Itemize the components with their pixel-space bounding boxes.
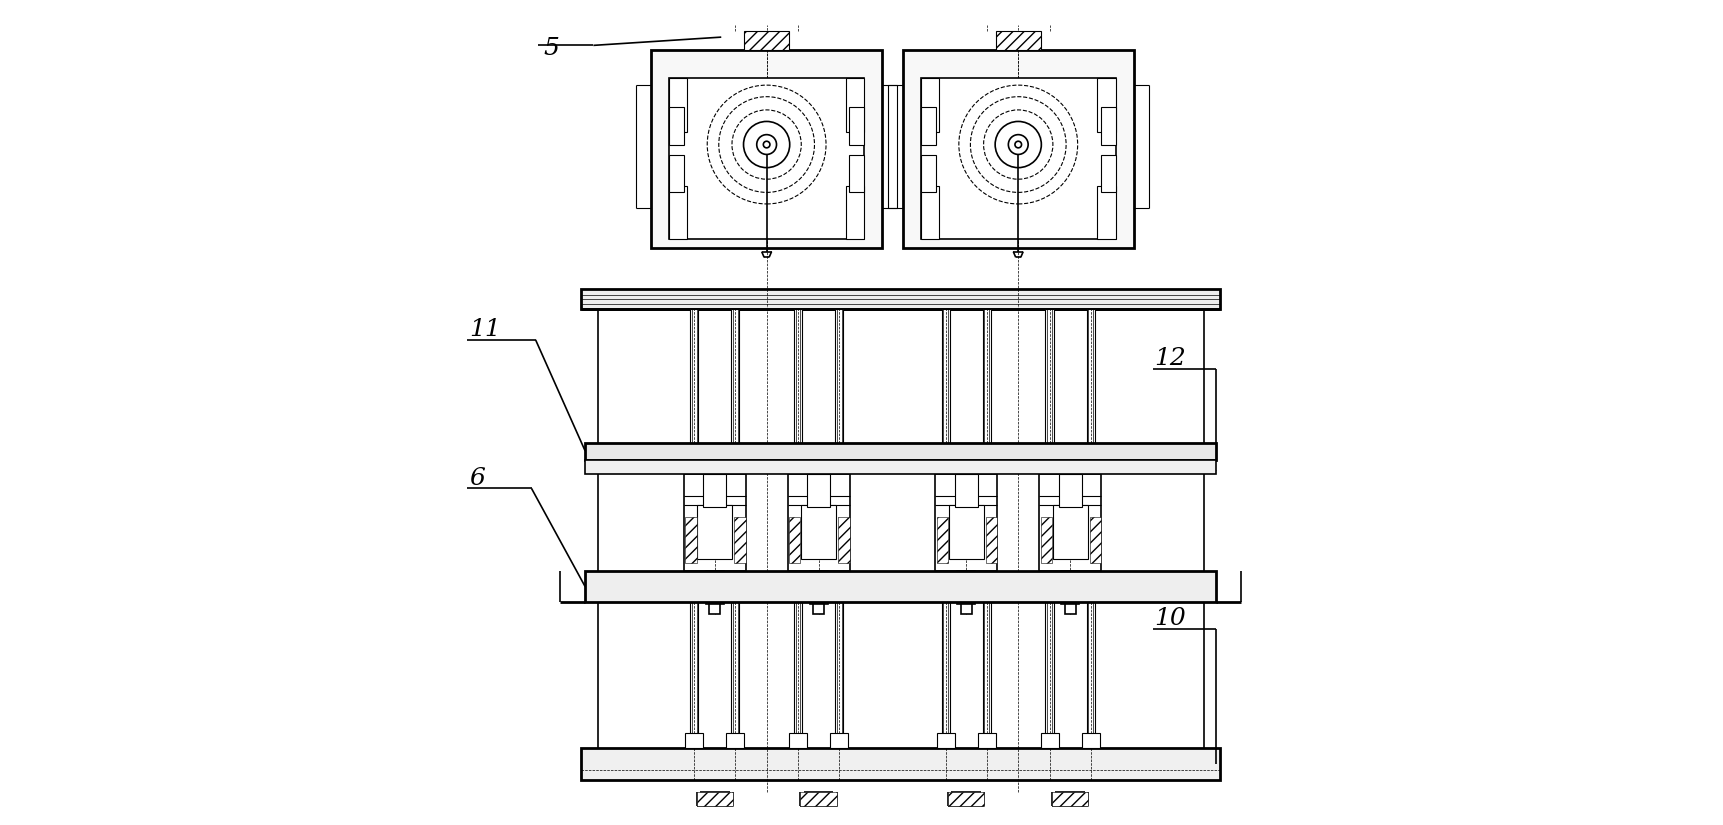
Bar [849, 155, 863, 192]
Bar [958, 571, 975, 604]
Bar [920, 155, 936, 192]
Bar [941, 602, 949, 748]
Bar [1041, 733, 1058, 748]
Bar [937, 733, 955, 748]
Bar [586, 571, 1216, 602]
Bar [789, 517, 801, 563]
Bar [996, 31, 1041, 50]
Bar [706, 571, 724, 604]
Bar [903, 50, 1134, 248]
Bar [651, 50, 882, 248]
Bar [669, 155, 684, 192]
Bar [734, 517, 746, 563]
Bar [1058, 474, 1082, 507]
Bar [586, 460, 1216, 474]
Bar [696, 792, 732, 806]
Bar [1061, 571, 1079, 604]
Bar [1053, 506, 1087, 559]
Bar [669, 186, 687, 239]
Bar [1087, 309, 1096, 443]
Bar [920, 78, 939, 132]
Bar [982, 309, 991, 443]
Bar [586, 443, 1216, 460]
Bar [1082, 733, 1099, 748]
Bar [941, 309, 949, 443]
Text: 11: 11 [470, 318, 501, 342]
Bar [846, 186, 863, 239]
Bar [787, 474, 849, 571]
Bar [849, 107, 863, 144]
Bar [669, 107, 684, 144]
Bar [731, 602, 739, 748]
Bar [920, 186, 939, 239]
Bar [1091, 517, 1101, 563]
Bar [710, 604, 720, 614]
Bar [836, 309, 843, 443]
Bar [937, 517, 948, 563]
Bar [698, 506, 732, 559]
Bar [789, 733, 806, 748]
Text: 12: 12 [1154, 347, 1185, 370]
Bar [979, 733, 996, 748]
Bar [982, 602, 991, 748]
Bar [839, 517, 849, 563]
Bar [920, 107, 936, 144]
Text: 10: 10 [1154, 607, 1185, 630]
Bar [794, 309, 803, 443]
Text: 5: 5 [544, 37, 560, 60]
Bar [1041, 517, 1053, 563]
Bar [686, 517, 696, 563]
Bar [794, 602, 803, 748]
Bar [810, 571, 827, 604]
Bar [949, 506, 984, 559]
Bar [801, 506, 836, 559]
Bar [744, 31, 789, 50]
Bar [1039, 474, 1101, 571]
Bar [684, 474, 746, 571]
Bar [955, 474, 979, 507]
Bar [689, 602, 698, 748]
Bar [830, 733, 848, 748]
Bar [801, 792, 837, 806]
Bar [686, 733, 703, 748]
Bar [725, 733, 744, 748]
Bar [1065, 604, 1075, 614]
Bar [813, 604, 824, 614]
Bar [936, 474, 998, 571]
Bar [1053, 792, 1089, 806]
Bar [1101, 155, 1115, 192]
Bar [961, 604, 972, 614]
Bar [731, 309, 739, 443]
Bar [846, 78, 863, 132]
Bar [986, 517, 998, 563]
Bar [1098, 186, 1115, 239]
Bar [581, 748, 1220, 780]
Bar [1087, 602, 1096, 748]
Bar [1046, 309, 1054, 443]
Bar [689, 309, 698, 443]
Bar [1046, 602, 1054, 748]
Bar [581, 289, 1220, 309]
Text: 6: 6 [470, 467, 486, 490]
Bar [669, 78, 863, 239]
Bar [1098, 78, 1115, 132]
Bar [948, 792, 984, 806]
Bar [920, 78, 1115, 239]
Bar [836, 602, 843, 748]
Bar [806, 474, 830, 507]
Bar [1101, 107, 1115, 144]
Bar [669, 78, 687, 132]
Bar [703, 474, 725, 507]
